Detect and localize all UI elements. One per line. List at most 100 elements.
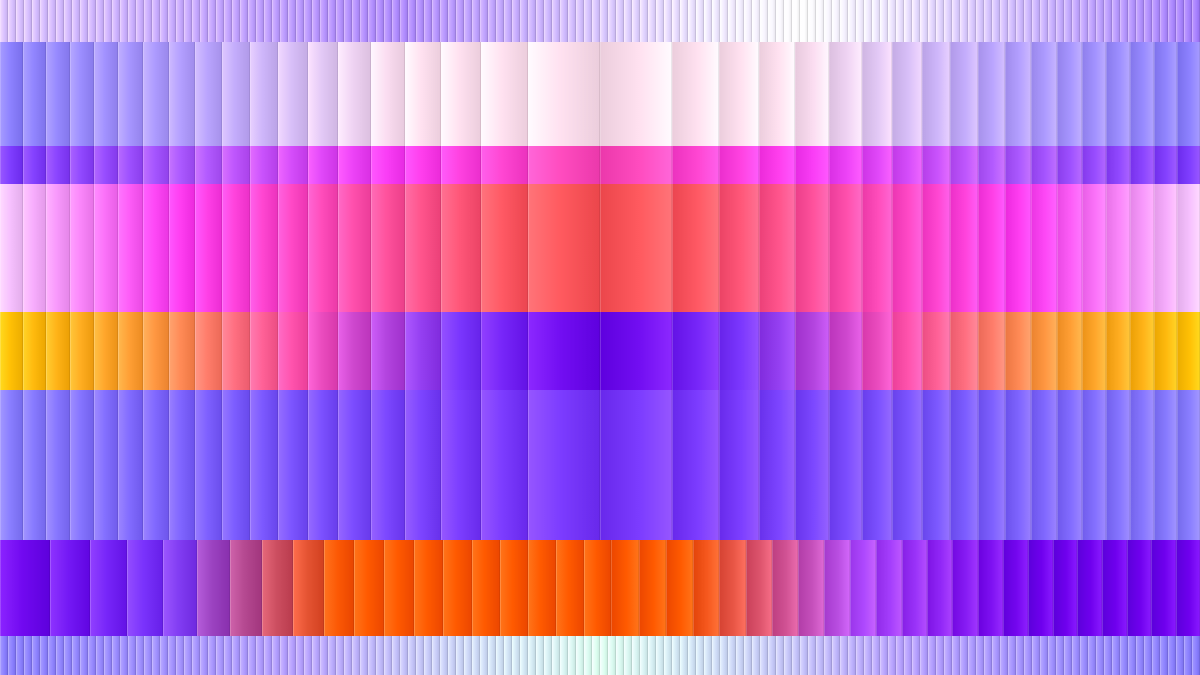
stripe: [46, 42, 70, 146]
stripe: [1144, 0, 1152, 42]
stripe: [968, 0, 976, 42]
stripe: [848, 0, 856, 42]
stripe: [776, 636, 784, 675]
stripe: [118, 390, 143, 540]
stripe: [840, 0, 848, 42]
stripe: [208, 0, 216, 42]
stripe: [23, 312, 46, 390]
stripe: [624, 636, 632, 675]
stripe: [1128, 0, 1136, 42]
stripe: [704, 636, 712, 675]
stripe: [1152, 636, 1160, 675]
stripe: [448, 0, 456, 42]
stripe: [376, 636, 384, 675]
stripe: [936, 0, 944, 42]
stripe: [584, 540, 611, 636]
stripe: [719, 184, 759, 312]
stripe: [624, 0, 632, 42]
stripe: [143, 184, 169, 312]
stripe: [795, 312, 829, 390]
stripe: [1184, 636, 1192, 675]
stripe: [872, 636, 880, 675]
stripe: [464, 636, 472, 675]
stripe: [1144, 636, 1152, 675]
stripe: [500, 540, 528, 636]
stripe: [1104, 636, 1112, 675]
stripe: [824, 0, 832, 42]
stripe: [1003, 540, 1028, 636]
stripe: [376, 0, 384, 42]
stripe: [672, 184, 719, 312]
stripe: [544, 0, 552, 42]
stripe: [70, 390, 94, 540]
stripe: [360, 636, 368, 675]
stripe: [152, 636, 160, 675]
stripe: [46, 146, 70, 184]
stripe: [118, 146, 143, 184]
stripe: [56, 636, 64, 675]
stripe: [0, 42, 23, 146]
stripe: [795, 146, 829, 184]
stripe: [424, 636, 432, 675]
stripe: [950, 312, 978, 390]
stripe: [1024, 0, 1032, 42]
stripe: [308, 390, 338, 540]
stripe: [104, 636, 112, 675]
stripe: [222, 312, 250, 390]
stripe: [352, 636, 360, 675]
stripe: [405, 184, 441, 312]
stripe: [904, 0, 912, 42]
stripe: [192, 636, 200, 675]
stripe: [472, 636, 480, 675]
stripe: [392, 636, 400, 675]
stripe: [216, 0, 224, 42]
stripe: [1130, 312, 1154, 390]
stripe: [0, 390, 23, 540]
stripe: [968, 636, 976, 675]
stripe: [443, 540, 472, 636]
stripe: [1016, 636, 1024, 675]
stripe: [616, 636, 624, 675]
stripe: [128, 636, 136, 675]
stripe: [829, 184, 862, 312]
stripe: [1130, 42, 1154, 146]
stripe: [768, 0, 776, 42]
stripe: [344, 0, 352, 42]
stripe: [520, 636, 528, 675]
stripe: [0, 540, 50, 636]
stripe: [1127, 540, 1151, 636]
stripe: [1031, 390, 1057, 540]
stripe: [280, 636, 288, 675]
stripe: [672, 636, 680, 675]
stripe: [712, 636, 720, 675]
stripe: [927, 540, 952, 636]
stripe: [1154, 312, 1177, 390]
stripe: [144, 0, 152, 42]
stripe: [1160, 636, 1168, 675]
stripe: [528, 540, 556, 636]
stripe: [1104, 0, 1112, 42]
stripe: [496, 0, 504, 42]
stripe: [872, 0, 880, 42]
stripe: [600, 312, 672, 390]
stripe: [1176, 636, 1184, 675]
stripe: [978, 540, 1003, 636]
stripe: [278, 312, 308, 390]
stripe: [1106, 146, 1130, 184]
stripe: [192, 0, 200, 42]
stripe: [248, 636, 256, 675]
coral-center-band: [0, 184, 1200, 312]
stripe: [1136, 0, 1144, 42]
stripe: [1082, 146, 1106, 184]
stripe: [384, 540, 414, 636]
stripe: [656, 636, 664, 675]
stripe: [1088, 636, 1096, 675]
stripe: [70, 146, 94, 184]
stripe: [408, 636, 416, 675]
stripe: [278, 184, 308, 312]
stripe: [168, 636, 176, 675]
stripe: [666, 540, 693, 636]
stripe: [0, 184, 23, 312]
stripe: [256, 636, 264, 675]
stripe: [976, 0, 984, 42]
